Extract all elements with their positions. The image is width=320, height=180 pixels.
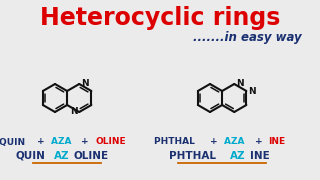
Text: INE: INE [250, 151, 269, 161]
Text: +: + [37, 138, 48, 147]
Text: +: + [82, 138, 92, 147]
Text: PHTHAL: PHTHAL [169, 151, 216, 161]
Text: QUIN: QUIN [0, 138, 28, 147]
Text: OLINE: OLINE [74, 151, 109, 161]
Text: +: + [210, 138, 221, 147]
Text: N: N [248, 87, 256, 96]
Text: INE: INE [268, 138, 286, 147]
Text: N: N [71, 107, 78, 116]
Text: AZ: AZ [54, 151, 69, 161]
Text: +: + [255, 138, 266, 147]
Text: PHTHAL: PHTHAL [154, 138, 197, 147]
Text: AZ: AZ [230, 151, 245, 161]
Text: AZA: AZA [224, 138, 248, 147]
Text: Heterocyclic rings: Heterocyclic rings [40, 6, 280, 30]
Text: N: N [81, 80, 89, 89]
Text: .......in easy way: .......in easy way [193, 31, 301, 44]
Text: AZA: AZA [51, 138, 75, 147]
Text: N: N [236, 80, 244, 89]
Text: QUIN: QUIN [15, 151, 45, 161]
Text: OLINE: OLINE [95, 138, 126, 147]
